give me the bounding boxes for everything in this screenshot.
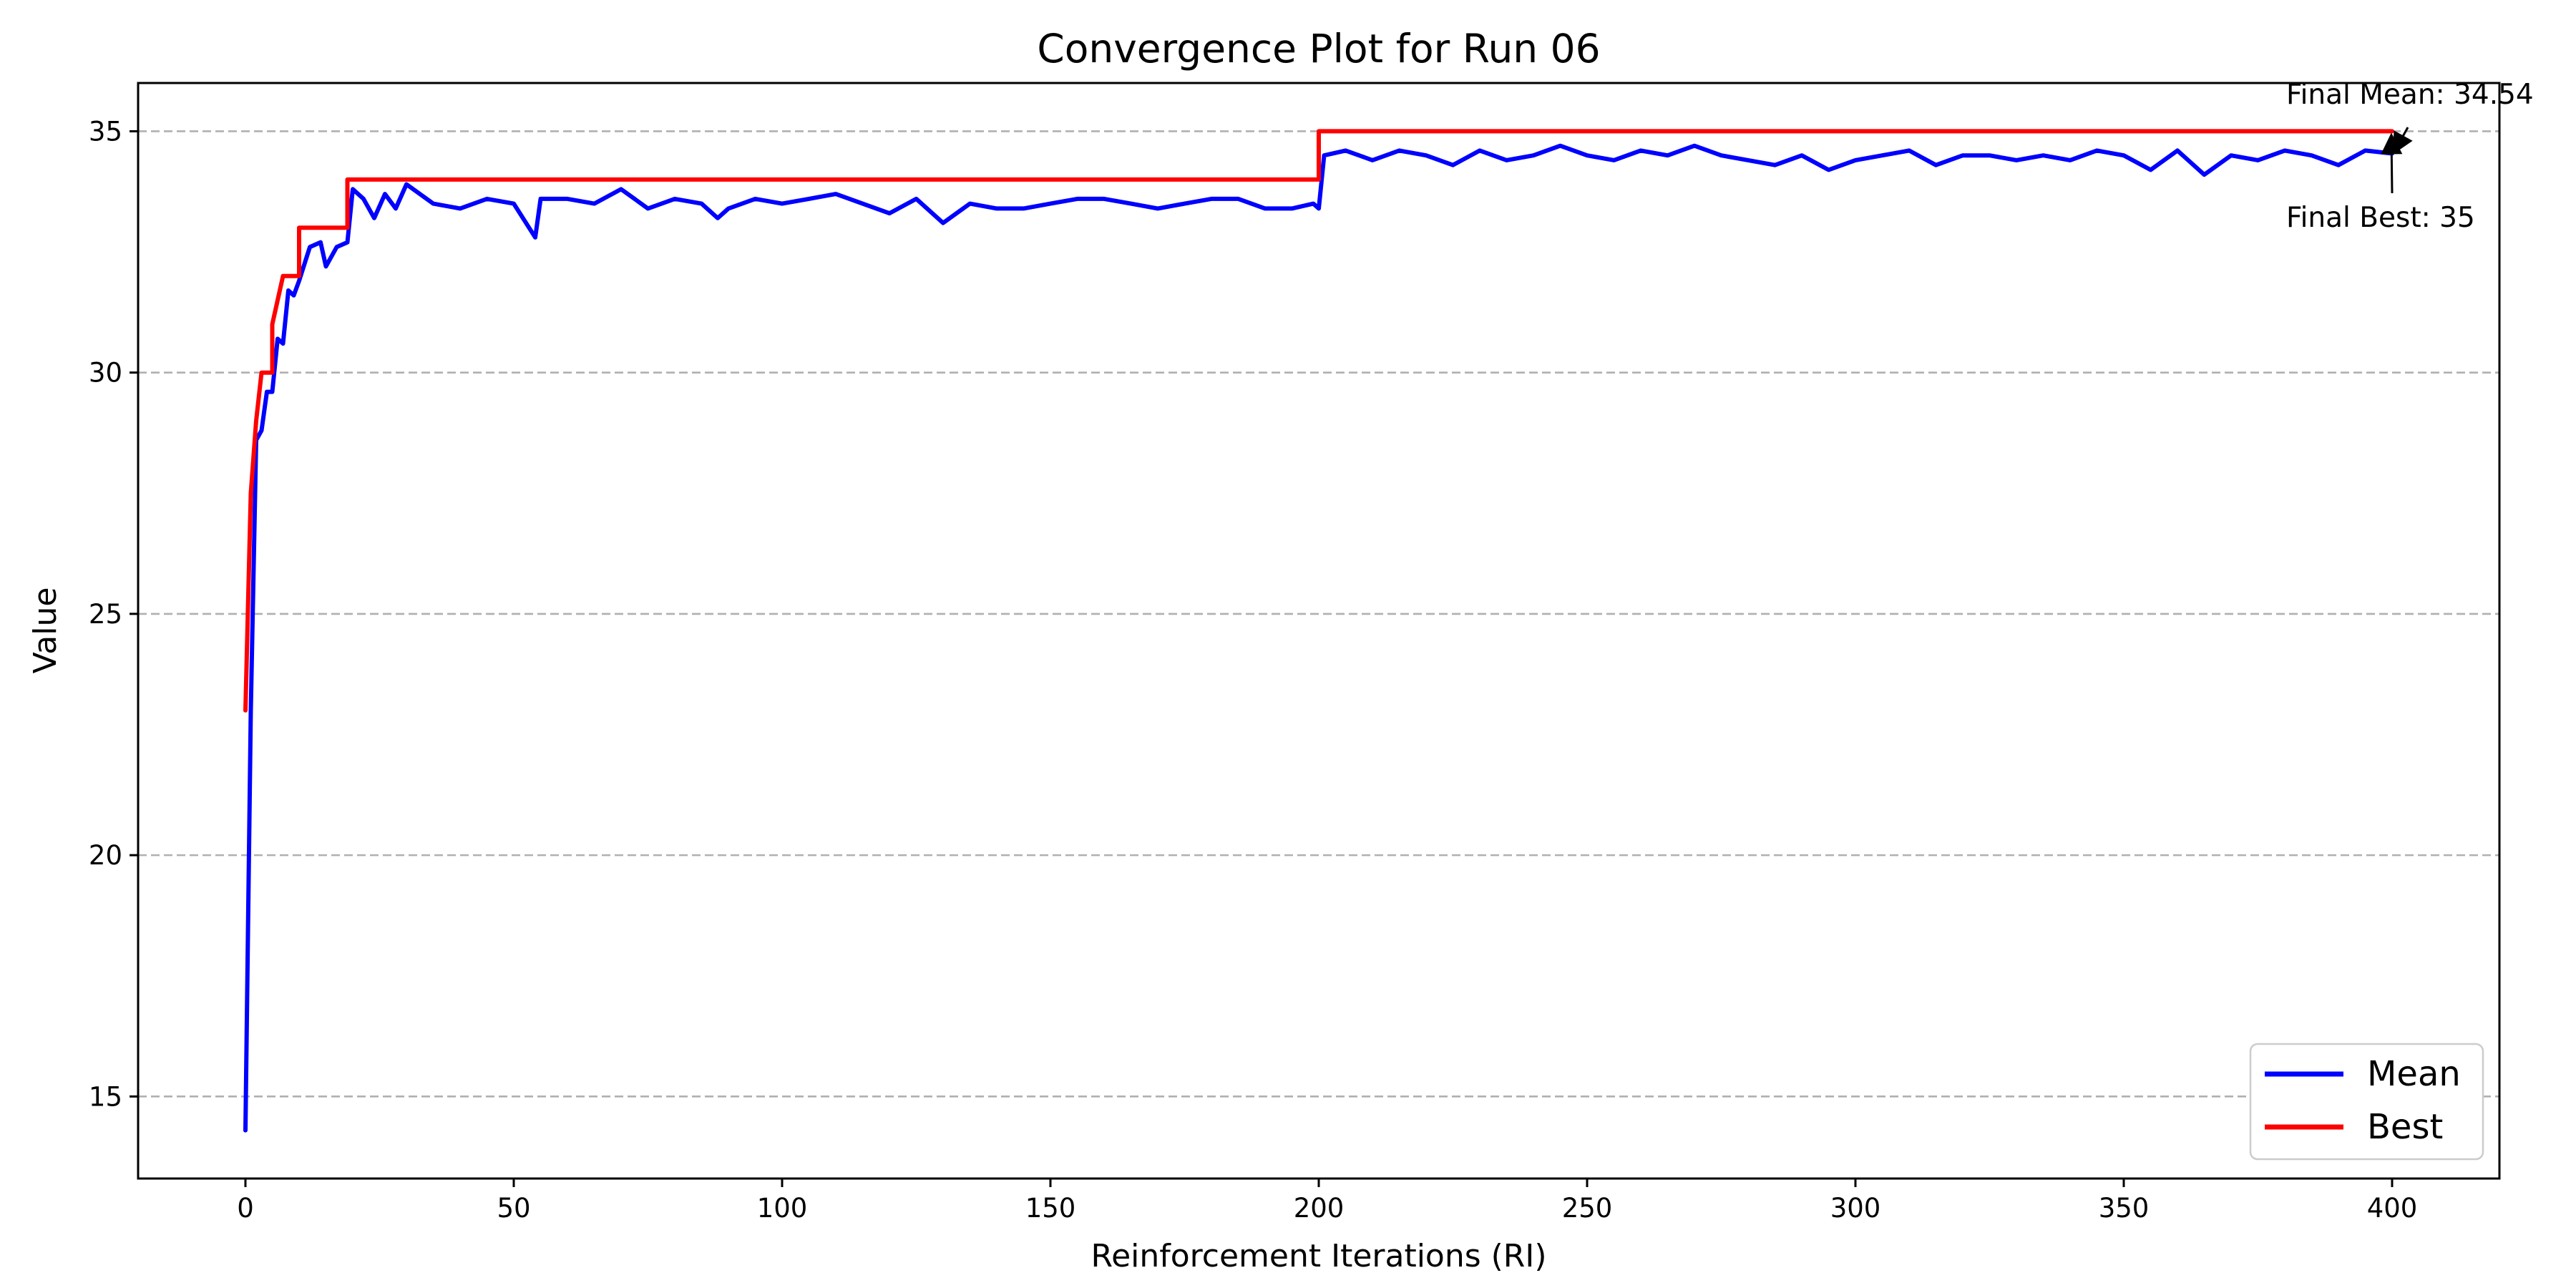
x-axis-label: Reinforcement Iterations (RI): [1091, 1238, 1546, 1274]
y-tick-label: 35: [89, 116, 122, 147]
x-tick-label: 250: [1562, 1193, 1613, 1224]
legend-label-mean: Mean: [2367, 1054, 2461, 1094]
x-tick-label: 350: [2099, 1193, 2150, 1224]
x-tick-label: 50: [497, 1193, 530, 1224]
series-line-mean: [243, 143, 2394, 1133]
y-tick-label: 30: [89, 358, 122, 389]
y-tick-label: 20: [89, 840, 122, 871]
x-tick-label: 0: [237, 1193, 254, 1224]
legend: Mean Best: [2249, 1043, 2484, 1161]
annotation-final-best: Final Best: 35: [2286, 202, 2475, 234]
series-line-best: [243, 129, 2394, 713]
x-tick-label: 400: [2367, 1193, 2418, 1224]
y-tick-label: 15: [89, 1081, 122, 1112]
chart-title: Convergence Plot for Run 06: [1037, 26, 1600, 72]
series-lines: [243, 129, 2394, 1133]
x-tick-label: 150: [1025, 1193, 1076, 1224]
y-tick-label: 25: [89, 599, 122, 630]
x-axis-ticks: 0 50 100 150 200 250 300 350 400: [237, 1179, 2417, 1224]
gridlines: [138, 130, 2499, 1098]
annotations: Final Mean: 34.54 Final Best: 35: [2286, 79, 2534, 234]
x-tick-label: 100: [757, 1193, 808, 1224]
x-tick-label: 200: [1294, 1193, 1345, 1224]
legend-label-best: Best: [2367, 1107, 2443, 1147]
annotation-arrow-best: [2381, 132, 2403, 194]
y-axis-ticks: 15 20 25 30 35: [89, 116, 138, 1112]
plot-frame: [137, 82, 2501, 1180]
x-tick-label: 300: [1830, 1193, 1881, 1224]
annotation-final-mean: Final Mean: 34.54: [2286, 79, 2534, 111]
y-axis-label: Value: [27, 587, 64, 674]
